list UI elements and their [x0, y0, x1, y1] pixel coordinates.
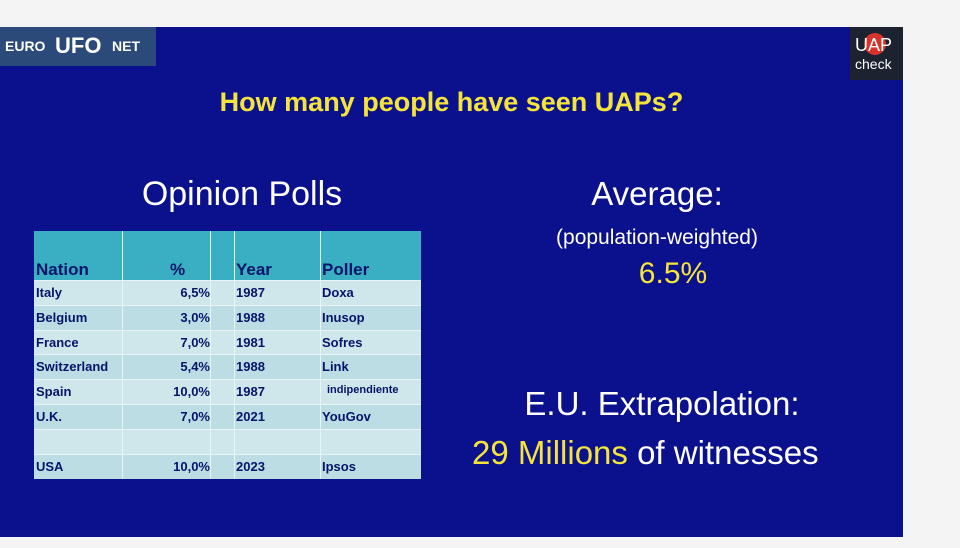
heading: Opinion Polls — [141, 175, 343, 213]
slide: EURO UFO NET UAP check How many people h… — [0, 27, 903, 537]
table-cell: Belgium — [36, 309, 88, 325]
logo-right: UAP check — [850, 27, 903, 80]
table-cell: 1988 — [236, 309, 265, 325]
table-row — [34, 354, 421, 380]
table-cell: 3,0% — [180, 309, 210, 325]
table-cell: 10,0% — [173, 384, 210, 400]
logo-text: EURO — [5, 38, 46, 54]
column-divider — [320, 231, 321, 479]
extrapolation-value: 29 Millions — [472, 434, 628, 471]
logo-text: UFO — [55, 33, 102, 58]
poll-table: Nation% Year Poller Italy 6,5% 1987 Doxa Belgiu… — [34, 231, 421, 479]
extrapolation-line: 29 Millions of witnesses — [472, 434, 819, 472]
logo-dot — [864, 33, 886, 55]
average-label: Average: — [591, 175, 723, 212]
table-cell: indipendiente — [327, 384, 399, 397]
table-row — [34, 404, 421, 429]
table-row — [34, 379, 421, 405]
logo-text: NET — [112, 38, 140, 54]
table-header: Year — [236, 260, 272, 279]
table-cell: USA — [36, 458, 64, 474]
table-cell: 2021 — [236, 409, 265, 424]
table-cell: Link — [322, 359, 349, 375]
table-row — [34, 304, 421, 330]
table-header: Poller — [322, 260, 370, 279]
slide-title: How many people have seen UAPs? — [219, 87, 684, 117]
extrapolation-label: E.U. Extrapolation: — [524, 385, 800, 422]
table-cell: 2023 — [236, 458, 265, 474]
average-value: 6.5% — [638, 257, 708, 290]
table-header: % — [170, 260, 186, 279]
table-cell: Sofres — [322, 334, 363, 350]
table-cell: 7,0% — [180, 409, 210, 424]
logo-left: EURO UFO NET — [0, 27, 156, 66]
table-cell: 1988 — [236, 359, 265, 375]
table-cell: YouGov — [322, 409, 371, 424]
table-cell: Inusop — [322, 309, 365, 325]
table-cell: 1987 — [236, 384, 265, 400]
extrapolation-suffix: of witnesses — [637, 434, 819, 471]
table-header: Nation — [36, 260, 89, 279]
table-cell: 7,0% — [180, 334, 210, 350]
header-bg — [34, 231, 421, 280]
table-cell: 1981 — [236, 334, 265, 350]
table-cell: Switzerland — [36, 359, 109, 375]
table-cell: 6,5% — [180, 285, 210, 300]
column-divider — [210, 231, 211, 479]
column-divider — [122, 231, 123, 479]
table-cell: Ipsos — [322, 458, 356, 474]
table-cell: France — [36, 334, 79, 350]
column-divider — [234, 231, 235, 479]
table-row-empty — [34, 428, 421, 454]
table-cell: 1987 — [236, 285, 265, 300]
table-cell: 5,4% — [180, 359, 210, 375]
logo-text: UAP — [855, 35, 893, 55]
table-cell: Spain — [36, 384, 72, 400]
table-cell: Italy — [36, 285, 63, 300]
logo-text: check — [855, 56, 892, 72]
table-row — [34, 280, 421, 305]
table-row — [34, 329, 421, 355]
average-note: (population-weighted) — [556, 226, 758, 249]
table-cell: U.K. — [36, 409, 62, 424]
table-row — [34, 453, 421, 479]
table-cell: 10,0% — [173, 458, 210, 474]
table-cell: Doxa — [322, 285, 354, 300]
